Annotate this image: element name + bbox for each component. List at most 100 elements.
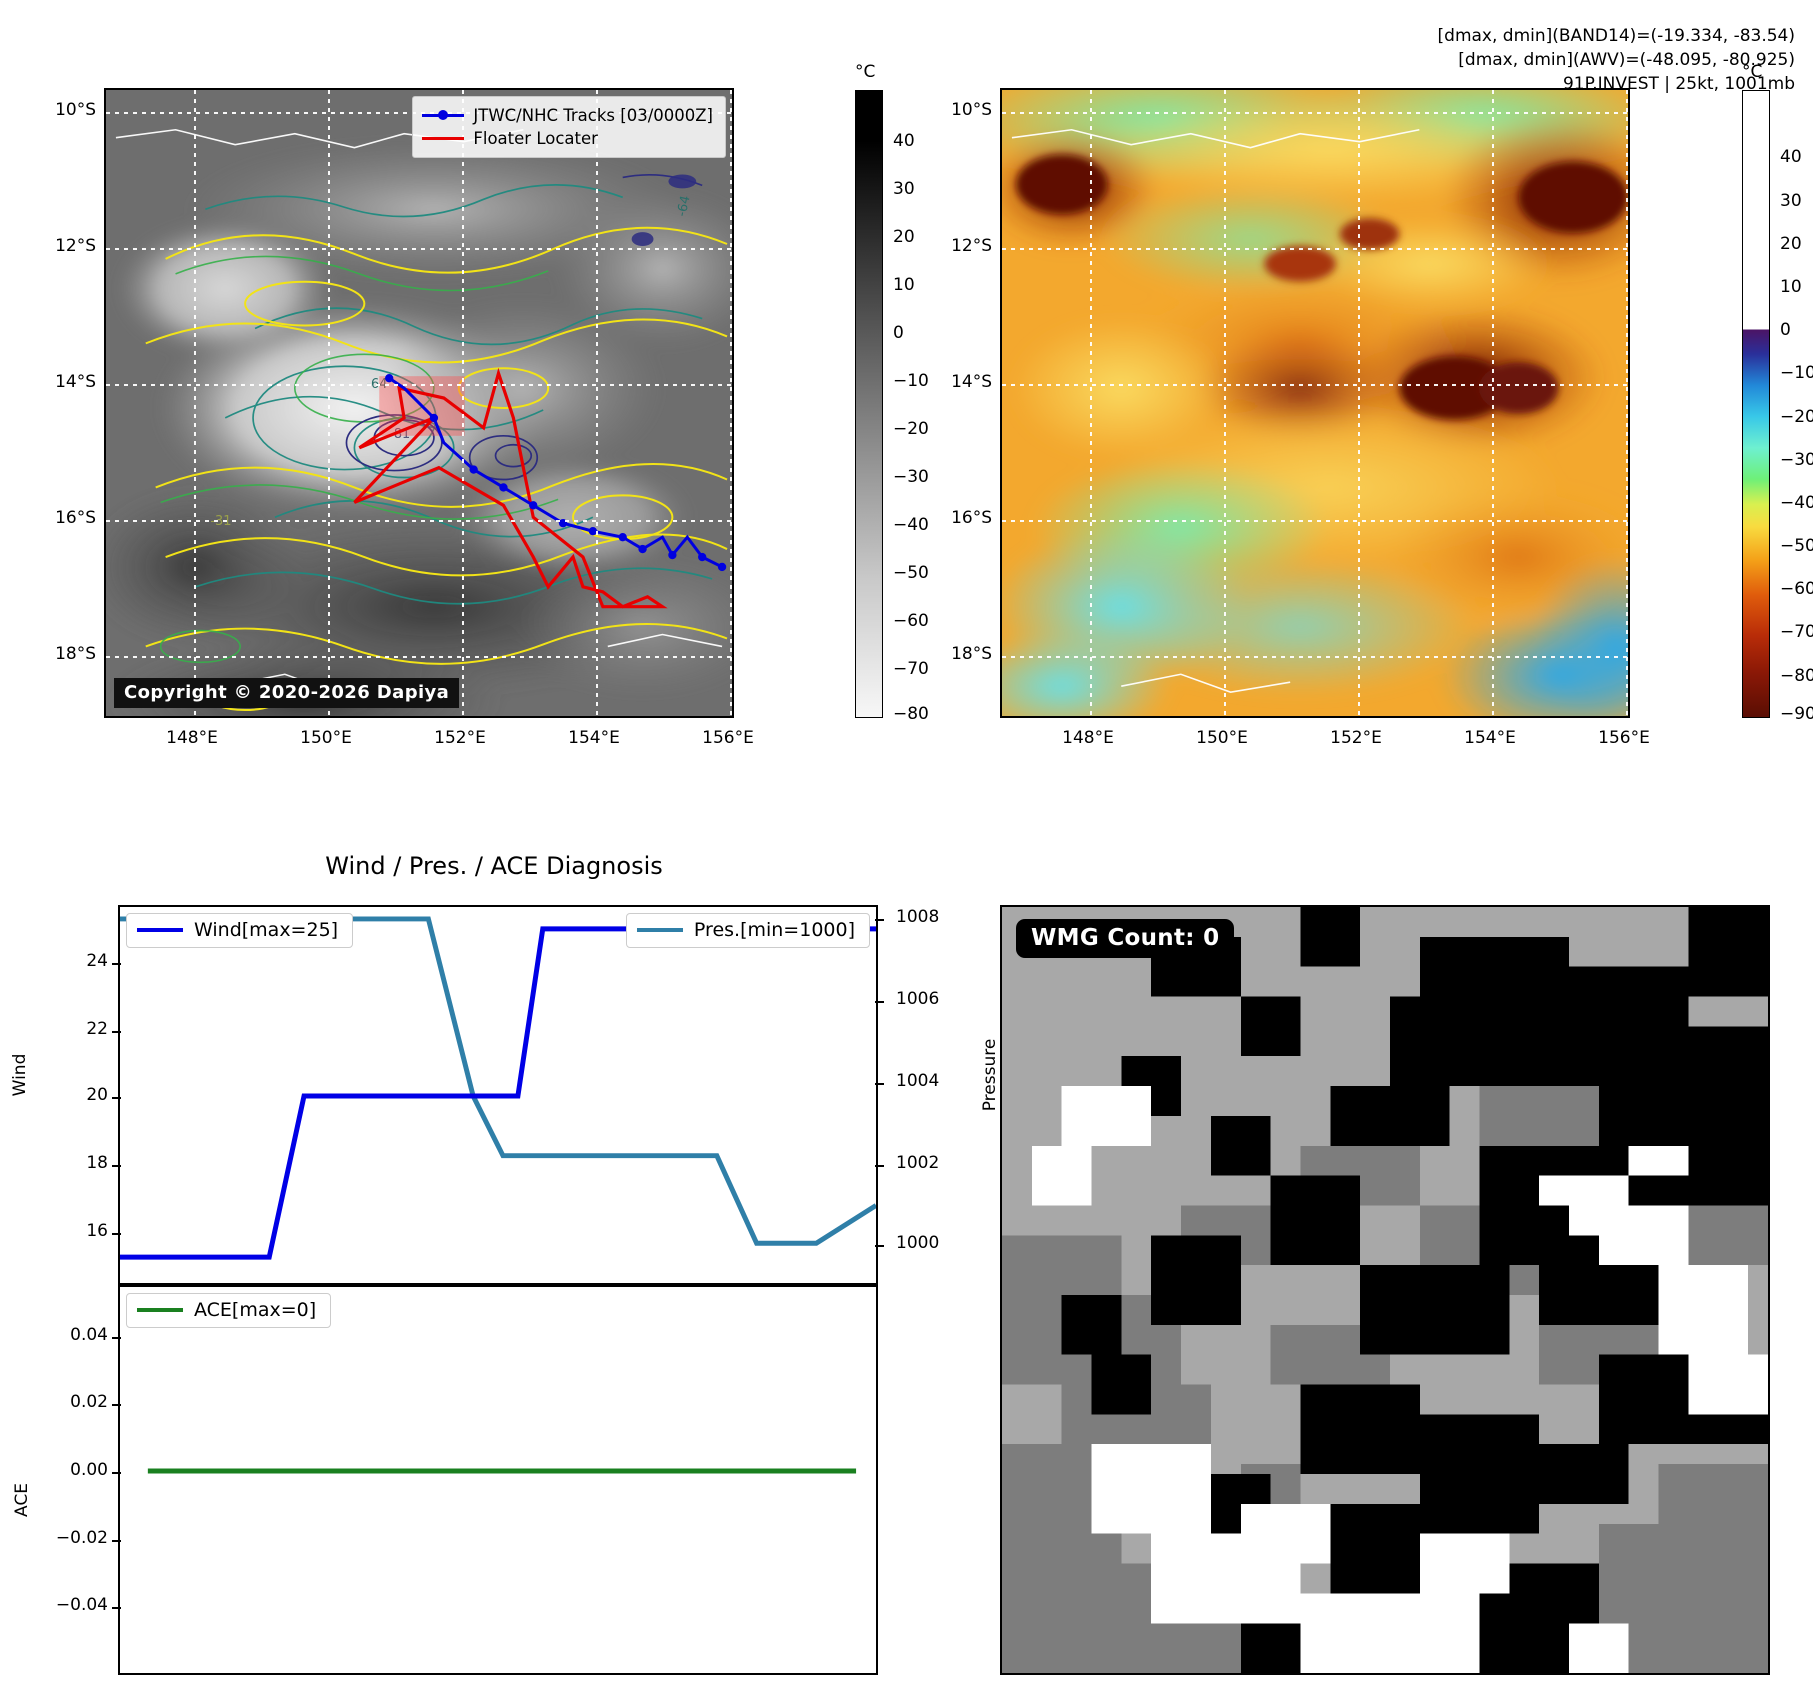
- ir-colorbar: 40 30 20 10 0 −10 −20 −30 −40 −50 −60 −7…: [855, 90, 929, 724]
- ir-lat-tick: 18°S: [55, 644, 96, 664]
- awv-lat-tick: 14°S: [951, 372, 992, 392]
- awv-imagery: [1002, 90, 1628, 716]
- awv-cbar-tick: 10: [1780, 276, 1802, 297]
- ace-legend-label: ACE[max=0]: [194, 1299, 317, 1321]
- ir-legend: JTWC/NHC Tracks [03/0000Z] Floater Locat…: [412, 96, 726, 158]
- awv-cbar-tick: −80: [1780, 665, 1813, 686]
- awv-cbar-tick: 40: [1780, 146, 1802, 167]
- awv-satellite-panel[interactable]: [1000, 88, 1630, 718]
- jtwc-track-icon: [422, 110, 465, 122]
- ir-lon-tick: 148°E: [166, 728, 218, 748]
- wind-series-icon: [137, 927, 183, 933]
- pressure-line: [120, 916, 876, 1246]
- wind-ytick: 20: [86, 1085, 108, 1105]
- awv-lat-tick: 18°S: [951, 644, 992, 664]
- legend-label-tracks: JTWC/NHC Tracks [03/0000Z]: [473, 106, 713, 125]
- awv-lat-tick: 10°S: [951, 100, 992, 120]
- pressure-legend-label: Pres.[min=1000]: [693, 919, 855, 941]
- wind-ytick: 22: [86, 1019, 108, 1039]
- ir-cbar-tick: −40: [893, 515, 929, 536]
- ace-chart[interactable]: ACE[max=0]: [112, 1285, 878, 1675]
- pressure-ytick: 1008: [896, 907, 940, 927]
- ir-lat-tick: 12°S: [55, 236, 96, 256]
- ir-lat-tick: 16°S: [55, 508, 96, 528]
- awv-cbar-tick: 0: [1780, 320, 1791, 341]
- jtwc-track-line: [388, 376, 723, 569]
- awv-latitude-axis: 10°S 12°S 14°S 16°S 18°S: [916, 88, 992, 718]
- ace-ytick: −0.04: [55, 1595, 108, 1615]
- awv-lon-tick: 154°E: [1464, 728, 1516, 748]
- pressure-ytick: 1002: [896, 1153, 940, 1173]
- wind-legend: Wind[max=25]: [126, 913, 354, 948]
- ir-lat-tick: 10°S: [55, 100, 96, 120]
- awv-lon-tick: 150°E: [1196, 728, 1248, 748]
- ir-longitude-axis: 148°E 150°E 152°E 154°E 156°E: [104, 728, 754, 758]
- ir-cbar-tick: −80: [893, 703, 929, 724]
- awv-lat-tick: 16°S: [951, 508, 992, 528]
- ir-lon-tick: 154°E: [568, 728, 620, 748]
- legend-item-floater: Floater Locater: [422, 127, 713, 150]
- ir-cbar-tick: −60: [893, 611, 929, 632]
- wind-ytick: 16: [86, 1221, 108, 1241]
- awv-cbar-tick: −70: [1780, 622, 1813, 643]
- ace-ytick: 0.00: [70, 1460, 108, 1480]
- ir-cbar-tick: −30: [893, 467, 929, 488]
- ace-line: [147, 1468, 857, 1474]
- ir-imagery: -64 -64 -81 -31: [106, 90, 732, 716]
- awv-cbar-tick: −30: [1780, 449, 1813, 470]
- wind-ytick: 24: [86, 951, 108, 971]
- contour-label-64a: -64: [675, 194, 694, 218]
- pressure-y-axis: 1008 1006 1004 1002 1000: [896, 905, 986, 1285]
- wind-axis-label: Wind: [10, 1053, 30, 1097]
- ir-cbar-tick: −70: [893, 659, 929, 680]
- ace-y-axis: 0.04 0.02 0.00 −0.02 −0.04: [14, 1285, 108, 1675]
- dmax-dmin-awv: [dmax, dmin](AWV)=(-48.095, -80.925): [1458, 50, 1795, 71]
- ir-latitude-axis: 10°S 12°S 14°S 16°S 18°S: [20, 88, 96, 718]
- legend-label-floater: Floater Locater: [473, 129, 598, 148]
- ace-ytick: −0.02: [55, 1528, 108, 1548]
- ir-lon-tick: 150°E: [300, 728, 352, 748]
- awv-cbar-tick: 30: [1780, 190, 1802, 211]
- wind-ytick: 18: [86, 1153, 108, 1173]
- ir-cbar-tick: −10: [893, 370, 929, 391]
- awv-lat-tick: 12°S: [951, 236, 992, 256]
- ir-cbar-tick: 40: [893, 131, 915, 152]
- wmg-panel[interactable]: WMG Count: 0: [1000, 905, 1770, 1675]
- wmg-count-badge: WMG Count: 0: [1016, 919, 1235, 958]
- ir-cbar-tick: −20: [893, 419, 929, 440]
- pressure-axis-label: Pressure: [980, 1038, 1000, 1112]
- pressure-legend: Pres.[min=1000]: [625, 913, 870, 948]
- wmg-imagery: [1002, 907, 1768, 1673]
- awv-cbar-tick: −40: [1780, 492, 1813, 513]
- pressure-ytick: 1006: [896, 989, 940, 1009]
- awv-cbar-tick: −50: [1780, 536, 1813, 557]
- ir-lat-tick: 14°S: [55, 372, 96, 392]
- wind-pressure-chart[interactable]: Wind[max=25] Pres.[min=1000]: [112, 905, 884, 1285]
- ace-ytick: 0.04: [70, 1325, 108, 1345]
- wind-y-axis: 24 22 20 18 16: [28, 905, 108, 1285]
- floater-locater-track: [353, 367, 668, 609]
- wind-legend-label: Wind[max=25]: [194, 919, 339, 941]
- awv-cbar-tick: −60: [1780, 579, 1813, 600]
- pressure-ytick: 1004: [896, 1071, 940, 1091]
- pressure-ytick: 1000: [896, 1233, 940, 1253]
- ir-satellite-panel[interactable]: -64 -64 -81 -31: [104, 88, 734, 718]
- wind-pressure-lines: [120, 916, 876, 1260]
- ir-cbar-tick: −50: [893, 563, 929, 584]
- ace-legend: ACE[max=0]: [126, 1293, 332, 1328]
- floater-locater-icon: [422, 136, 465, 141]
- metadata-block: [dmax, dmin](BAND14)=(-19.334, -83.54) […: [1438, 24, 1795, 96]
- awv-lon-tick: 148°E: [1062, 728, 1114, 748]
- awv-colorbar: 40 30 20 10 0 −10 −20 −30 −40 −50 −60 −7…: [1742, 90, 1813, 724]
- awv-colorbar-unit: °C: [1742, 62, 1763, 82]
- awv-lon-tick: 156°E: [1598, 728, 1650, 748]
- awv-lon-tick: 152°E: [1330, 728, 1382, 748]
- ir-lon-tick: 156°E: [702, 728, 754, 748]
- ir-cbar-tick: 20: [893, 226, 915, 247]
- ir-cbar-tick: 0: [893, 323, 904, 344]
- ir-cbar-tick: 10: [893, 275, 915, 296]
- ir-lon-tick: 152°E: [434, 728, 486, 748]
- ir-colorbar-unit: °C: [855, 62, 876, 82]
- copyright-notice: Copyright © 2020-2026 Dapiya: [114, 678, 460, 708]
- dmax-dmin-band14: [dmax, dmin](BAND14)=(-19.334, -83.54): [1437, 26, 1795, 46]
